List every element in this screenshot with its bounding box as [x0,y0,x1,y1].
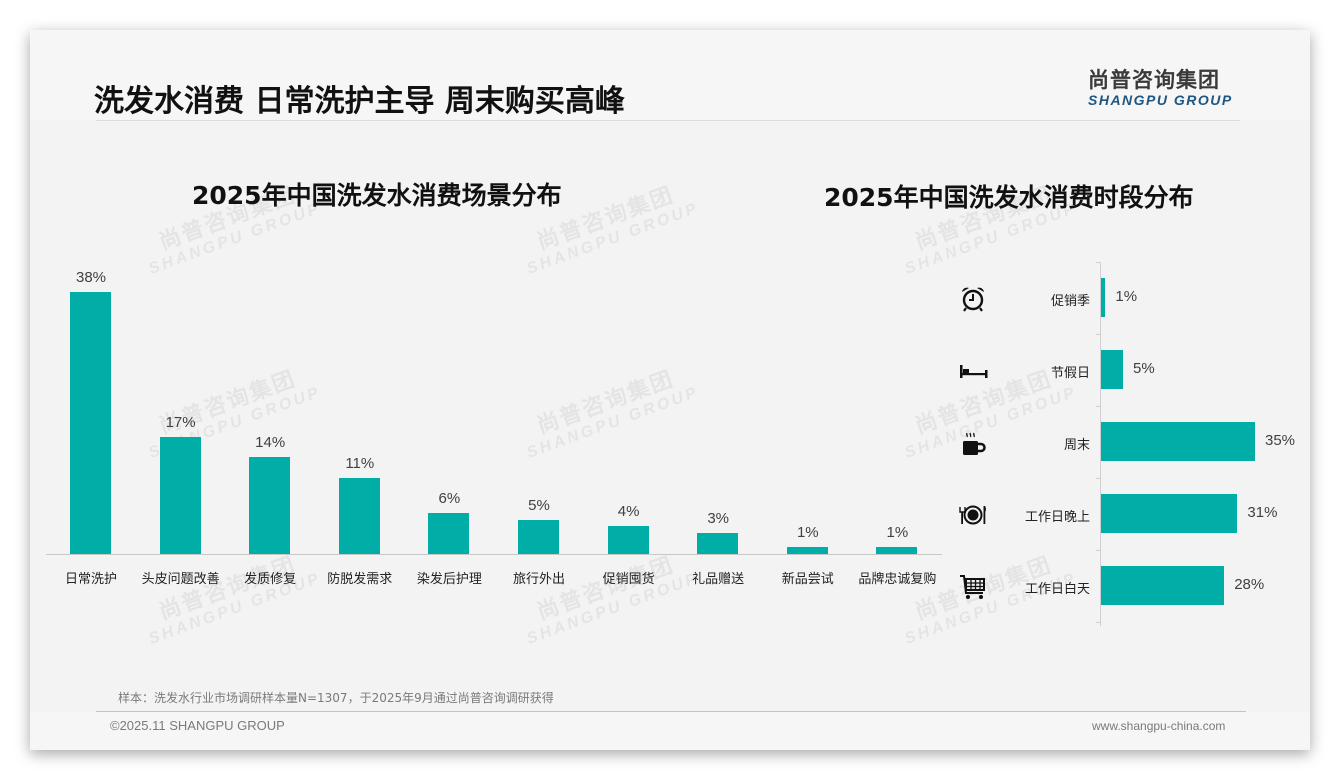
scene-chart-title: 2025年中国洗发水消费场景分布 [192,181,562,210]
sample-note: 样本：洗发水行业市场调研样本量N=1307，于2025年9月通过尚普咨询调研获得 [118,691,554,705]
column-bar[interactable] [70,292,111,554]
bar[interactable] [1101,422,1255,461]
column-item: 1% 新品尝试 [763,260,853,600]
column-item: 14% 发质修复 [225,260,315,600]
bar-category-label: 工作日白天 [1024,582,1090,597]
axis-tick [1096,334,1101,335]
bar-row: 节假日 5% [950,334,1290,406]
column-item: 3% 礼品赠送 [673,260,763,600]
column-bar[interactable] [607,526,649,554]
column-bar[interactable] [338,478,380,554]
scene-column-chart: 38% 日常洗护 17% 头皮问题改善 14% 发质修复 11% 防脱发需求 6% 染发后护理 5%… [46,260,942,600]
column-item: 1% 品牌忠诚复购 [852,260,942,600]
column-value-label: 6% [438,489,461,507]
copyright-text: ©2025.11 SHANGPU GROUP [110,718,285,733]
column-item: 11% 防脱发需求 [315,260,405,600]
bar[interactable] [1101,278,1106,317]
column-item: 38% 日常洗护 [46,260,136,600]
time-bar-chart: 促销季 1% 节假日 5% 周末 35% 工作日晚上 31% 工作日白天 28% [950,262,1295,626]
bar-row: 工作日白天 28% [950,550,1290,622]
brand-logo: 尚普咨询集团 SHANGPU GROUP [1088,64,1233,108]
column-item: 4% 促销囤货 [584,260,674,600]
bar-category-label: 周末 [1063,438,1090,453]
footer-divider [96,711,1246,712]
bar-category-label: 工作日晚上 [1024,510,1090,525]
column-category-label: 品牌忠诚复购 [858,572,937,587]
coffee-mug-icon [958,428,988,458]
column-category-label: 染发后护理 [416,572,482,587]
header-band [30,30,1310,120]
column-bar[interactable] [518,519,559,554]
bar-row: 促销季 1% [950,262,1290,334]
axis-tick [1096,262,1101,263]
plate-cutlery-icon [958,500,988,530]
column-category-label: 发质修复 [244,572,297,587]
column-bar[interactable] [428,512,470,554]
shopping-cart-icon [958,572,988,602]
y-axis-line [1100,262,1101,626]
column-bar[interactable] [159,436,201,554]
column-item: 17% 头皮问题改善 [136,260,226,600]
bar[interactable] [1101,494,1238,533]
column-value-label: 17% [165,413,196,431]
bar-category-label: 促销季 [1050,294,1090,309]
column-value-label: 5% [528,496,550,514]
column-category-label: 防脱发需求 [327,572,393,587]
bar-row: 周末 35% [950,406,1295,478]
column-category-label: 礼品赠送 [692,572,745,587]
title-divider [96,120,1240,121]
axis-tick [1096,550,1101,551]
logo-chinese: 尚普咨询集团 [1088,68,1220,92]
column-category-label: 促销囤货 [602,572,655,587]
website-link[interactable]: www.shangpu-china.com [1092,719,1226,733]
axis-tick [1096,622,1101,623]
column-category-label: 旅行外出 [512,572,565,587]
axis-tick [1096,478,1101,479]
column-category-label: 日常洗护 [64,572,117,587]
time-chart-title: 2025年中国洗发水消费时段分布 [824,183,1194,212]
footer-band [30,712,1310,750]
column-bar[interactable] [697,533,739,554]
bar-value-label: 35% [1265,432,1296,449]
bar-value-label: 31% [1247,504,1278,521]
column-item: 5% 旅行外出 [494,260,584,600]
column-value-label: 3% [707,510,730,528]
column-value-label: 4% [617,503,640,521]
column-value-label: 14% [255,434,286,452]
page-title: 洗发水消费 日常洗护主导 周末购买高峰 [94,84,625,119]
column-value-label: 11% [345,455,375,473]
bar-category-label: 节假日 [1050,366,1090,381]
bed-icon [958,356,988,386]
x-axis-line [46,554,942,555]
column-category-label: 新品尝试 [781,572,834,587]
column-value-label: 1% [886,524,909,542]
axis-tick [1096,406,1101,407]
bar-value-label: 1% [1115,288,1138,305]
column-value-label: 1% [796,524,819,542]
bar[interactable] [1101,350,1123,389]
bar-value-label: 5% [1133,360,1155,377]
bar[interactable] [1101,566,1225,605]
logo-english: SHANGPU GROUP [1088,92,1233,108]
column-bar[interactable] [876,547,918,554]
column-category-label: 头皮问题改善 [141,572,220,587]
column-bar[interactable] [249,457,291,554]
column-bar[interactable] [786,547,828,554]
bar-row: 工作日晚上 31% [950,478,1290,550]
column-value-label: 38% [75,269,107,286]
column-item: 6% 染发后护理 [404,260,494,600]
bar-value-label: 28% [1234,576,1265,593]
slide: 洗发水消费 日常洗护主导 周末购买高峰 尚普咨询集团 SHANGPU GROUP… [30,30,1310,750]
alarm-clock-icon [958,284,988,314]
